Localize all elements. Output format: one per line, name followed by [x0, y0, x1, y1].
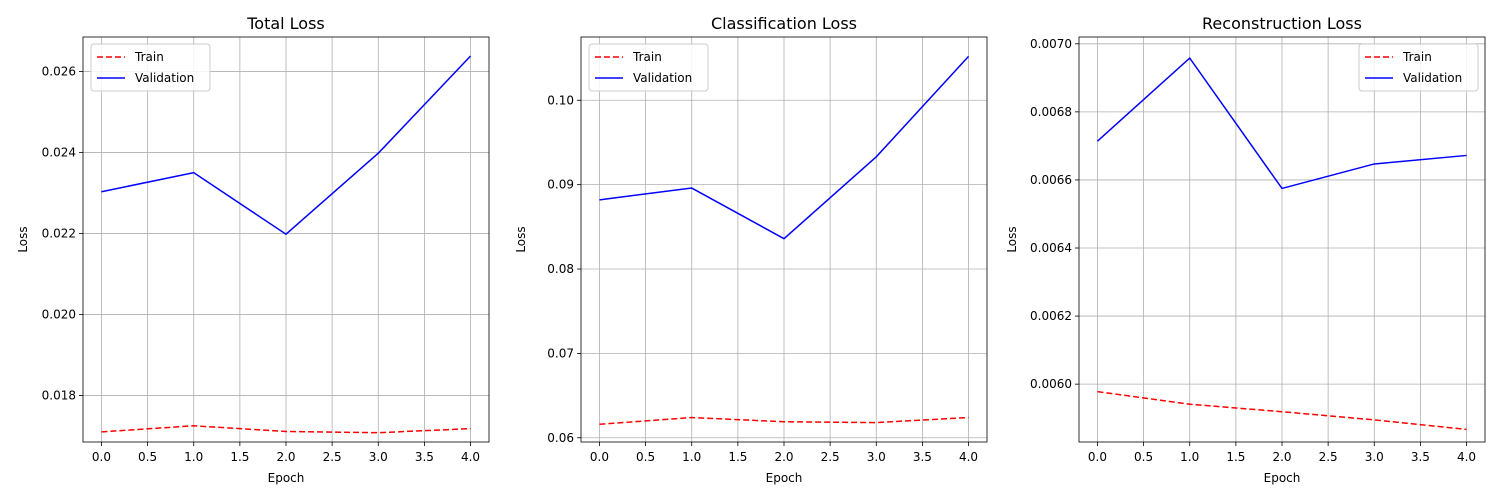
x-tick-label: 1.0	[1180, 450, 1199, 464]
grid	[581, 37, 987, 442]
y-tick-label: 0.09	[547, 178, 574, 192]
x-tick-label: 0.0	[1088, 450, 1107, 464]
x-tick-label: 1.5	[1226, 450, 1245, 464]
y-tick-label: 0.026	[42, 64, 76, 78]
x-tick-label: 3.0	[369, 450, 388, 464]
y-tick-label: 0.08	[547, 262, 574, 276]
x-tick-label: 2.5	[821, 450, 840, 464]
x-tick-label: 0.0	[590, 450, 609, 464]
legend-box	[588, 43, 709, 92]
x-axis-label: Epoch	[766, 471, 803, 485]
plot-frame	[82, 36, 490, 443]
x-tick-label: 2.5	[1319, 450, 1338, 464]
y-tick-label: 0.0062	[1030, 309, 1072, 323]
legend-label-validation: Validation	[135, 71, 194, 85]
y-tick-label: 0.022	[42, 226, 76, 240]
subplot-2: 0.0 0.5 1.0 1.5 2.0 2.5 3.0 3.5 4.0 0.06 0.07 0.08 0…	[514, 14, 988, 485]
chart-title: Reconstruction Loss	[1202, 14, 1362, 33]
x-tick-label: 2.0	[1272, 450, 1291, 464]
y-tick-label: 0.10	[547, 93, 574, 107]
x-tick-label: 3.5	[415, 450, 434, 464]
legend-box	[1358, 43, 1479, 92]
y-tick-label: 0.0064	[1030, 241, 1072, 255]
legend-label-validation: Validation	[633, 71, 692, 85]
y-tick-label: 0.020	[42, 307, 76, 321]
y-axis-label: Loss	[514, 226, 528, 252]
subplot-3: 0.0 0.5 1.0 1.5 2.0 2.5 3.0 3.5 4.0 0.0060 0.0062 0…	[1005, 14, 1486, 485]
x-tick-label: 0.5	[636, 450, 655, 464]
legend: Train Validation	[1358, 43, 1479, 92]
x-tick-label: 3.5	[913, 450, 932, 464]
y-tick-label: 0.06	[547, 431, 574, 445]
y-tick-label: 0.0066	[1030, 173, 1072, 187]
legend-label-validation: Validation	[1403, 71, 1462, 85]
chart-title: Total Loss	[246, 14, 325, 33]
plot-frame	[1078, 36, 1486, 443]
x-axis-label: Epoch	[268, 471, 305, 485]
legend: Train Validation	[588, 43, 709, 92]
x-tick-label: 1.0	[184, 450, 203, 464]
x-tick-label: 4.0	[1457, 450, 1476, 464]
x-tick-label: 2.5	[323, 450, 342, 464]
y-tick-label: 0.018	[42, 388, 76, 402]
x-axis-label: Epoch	[1264, 471, 1301, 485]
series-line-train	[101, 425, 471, 434]
x-tick-label: 1.5	[728, 450, 747, 464]
legend-box	[90, 43, 211, 92]
x-tick-label: 3.0	[1365, 450, 1384, 464]
plot-frame	[580, 36, 988, 443]
x-tick-label: 4.0	[959, 450, 978, 464]
legend-label-train: Train	[1402, 50, 1432, 64]
y-tick-label: 0.0068	[1030, 105, 1072, 119]
series-line-validation	[1096, 56, 1467, 190]
x-tick-label: 0.0	[92, 450, 111, 464]
legend: Train Validation	[90, 43, 211, 92]
y-axis-label: Loss	[1005, 226, 1019, 252]
series-line-train	[1097, 390, 1467, 431]
x-tick-label: 1.0	[682, 450, 701, 464]
chart-title: Classification Loss	[711, 14, 857, 33]
y-tick-label: 0.07	[547, 346, 574, 360]
x-tick-label: 3.0	[867, 450, 886, 464]
x-tick-label: 3.5	[1411, 450, 1430, 464]
legend-label-train: Train	[632, 50, 662, 64]
grid	[83, 37, 489, 442]
x-tick-label: 4.0	[461, 450, 480, 464]
x-tick-label: 0.5	[138, 450, 157, 464]
series-line-train	[599, 416, 969, 426]
legend-label-train: Train	[134, 50, 164, 64]
subplot-1: 0.0 0.5 1.0 1.5 2.0 2.5 3.0 3.5 4.0 0.018 0.020 0.0…	[16, 14, 490, 485]
x-tick-label: 0.5	[1134, 450, 1153, 464]
series-line-validation	[101, 55, 472, 236]
x-tick-label: 2.0	[276, 450, 295, 464]
x-tick-label: 1.5	[230, 450, 249, 464]
y-tick-label: 0.0070	[1030, 37, 1072, 51]
y-tick-label: 0.0060	[1030, 377, 1072, 391]
series-line-validation	[599, 55, 970, 240]
y-tick-label: 0.024	[42, 145, 76, 159]
y-axis-label: Loss	[16, 226, 30, 252]
x-tick-label: 2.0	[774, 450, 793, 464]
grid	[1079, 37, 1485, 442]
